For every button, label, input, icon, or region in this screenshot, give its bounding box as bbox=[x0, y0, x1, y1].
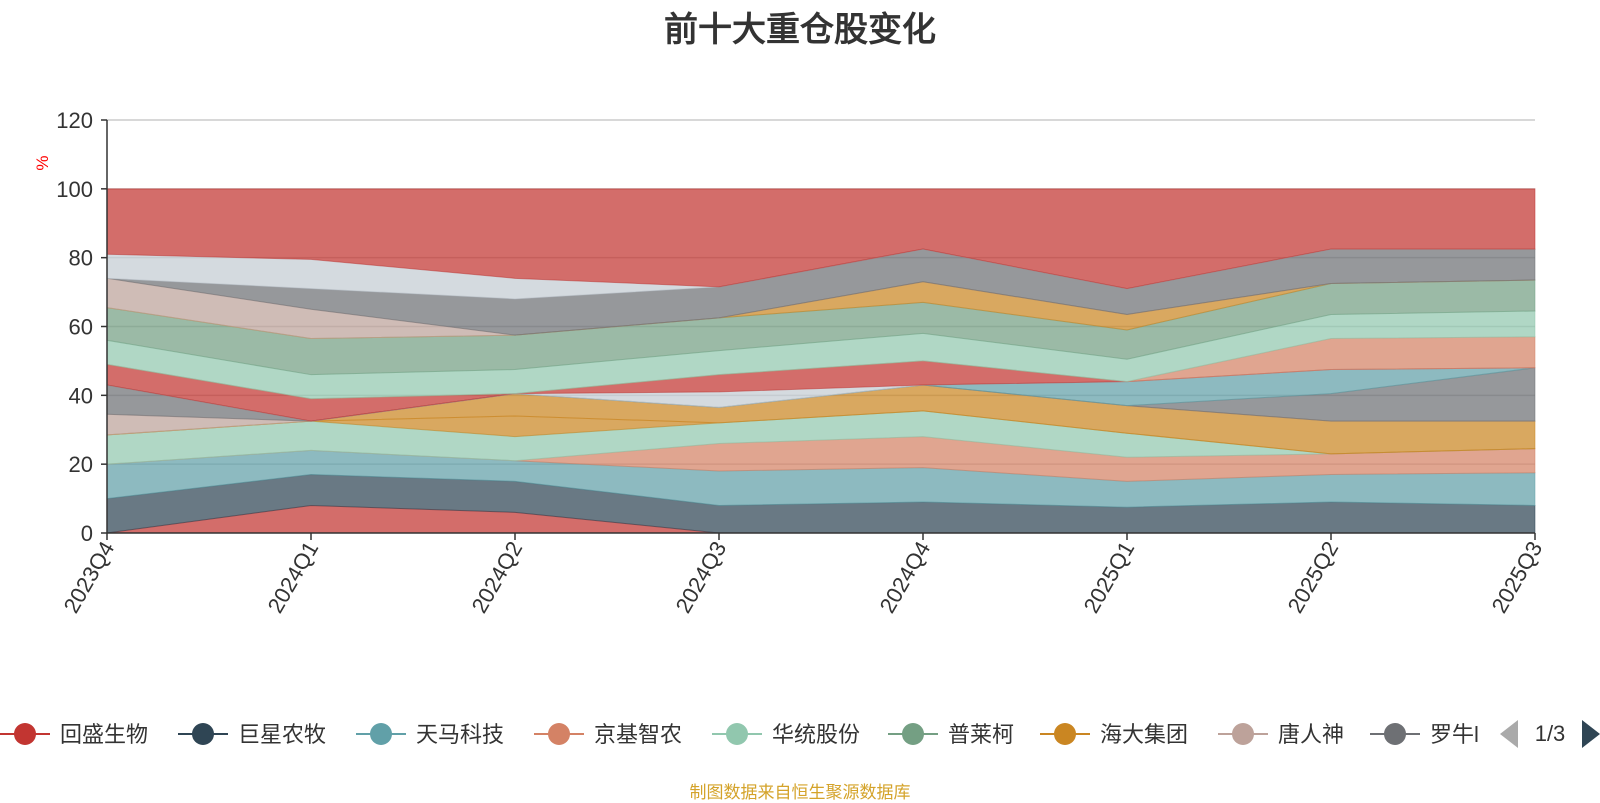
legend-label: 回盛生物 bbox=[60, 722, 148, 747]
legend-marker-icon bbox=[726, 723, 748, 745]
legend-marker-icon bbox=[14, 723, 36, 745]
y-axis-unit-label: % bbox=[33, 155, 52, 170]
legend-item-4[interactable]: 京基智农 bbox=[534, 722, 682, 747]
legend-prev-page-icon[interactable] bbox=[1500, 720, 1518, 748]
legend-page-indicator: 1/3 bbox=[1535, 721, 1566, 746]
legend-marker-icon bbox=[548, 723, 570, 745]
legend-item-1[interactable]: 回盛生物 bbox=[0, 722, 148, 747]
legend-marker-icon bbox=[1384, 723, 1406, 745]
area-bands bbox=[106, 188, 1536, 534]
y-tick-label-60: 60 bbox=[69, 315, 93, 340]
legend-item-3[interactable]: 天马科技 bbox=[356, 722, 504, 747]
legend-label: 京基智农 bbox=[594, 722, 682, 747]
x-tick-label-2024Q4: 2024Q4 bbox=[875, 537, 936, 617]
legend-item-5[interactable]: 华统股份 bbox=[712, 722, 860, 747]
y-tick-label-0: 0 bbox=[81, 521, 93, 546]
legend-item-7[interactable]: 海大集团 bbox=[1040, 722, 1188, 747]
legend-label: 海大集团 bbox=[1100, 722, 1188, 747]
x-tick-label-2025Q3: 2025Q3 bbox=[1487, 537, 1548, 617]
legend-label: 巨星农牧 bbox=[238, 722, 326, 747]
legend-item-8[interactable]: 唐人神 bbox=[1218, 722, 1344, 747]
legend-item-6[interactable]: 普莱柯 bbox=[888, 722, 1014, 747]
legend-label: 华统股份 bbox=[772, 722, 860, 747]
chart-title: 前十大重仓股变化 bbox=[664, 10, 936, 50]
y-tick-label-20: 20 bbox=[69, 452, 93, 477]
x-tick-label-2025Q2: 2025Q2 bbox=[1283, 537, 1344, 617]
data-source-note: 制图数据来自恒生聚源数据库 bbox=[689, 783, 911, 803]
legend: 回盛生物 巨星农牧 天马科技 京基智农 华统股份 普莱柯 海大集团 唐人神 罗牛l bbox=[0, 722, 1479, 747]
x-tick-label-2023Q4: 2023Q4 bbox=[59, 537, 120, 617]
legend-label: 天马科技 bbox=[416, 722, 504, 747]
x-tick-label-2024Q2: 2024Q2 bbox=[467, 537, 528, 617]
legend-marker-icon bbox=[1054, 723, 1076, 745]
y-tick-label-40: 40 bbox=[69, 383, 93, 408]
legend-label: 唐人神 bbox=[1278, 722, 1344, 747]
y-tick-label-100: 100 bbox=[56, 177, 93, 202]
legend-marker-icon bbox=[192, 723, 214, 745]
legend-label: 普莱柯 bbox=[948, 722, 1014, 747]
legend-label: 罗牛l bbox=[1430, 722, 1479, 747]
legend-item-9[interactable]: 罗牛l bbox=[1370, 722, 1479, 747]
x-tick-label-2024Q3: 2024Q3 bbox=[671, 537, 732, 617]
x-tick-label-2024Q1: 2024Q1 bbox=[263, 537, 324, 617]
legend-marker-icon bbox=[902, 723, 924, 745]
x-tick-label-2025Q1: 2025Q1 bbox=[1079, 537, 1140, 617]
legend-marker-icon bbox=[370, 723, 392, 745]
y-tick-label-120: 120 bbox=[56, 108, 93, 133]
y-tick-label-80: 80 bbox=[69, 246, 93, 271]
legend-pager: 1/3 bbox=[1500, 720, 1600, 748]
legend-marker-icon bbox=[1232, 723, 1254, 745]
area-band-20 bbox=[106, 188, 1536, 290]
legend-next-page-icon[interactable] bbox=[1582, 720, 1600, 748]
legend-item-2[interactable]: 巨星农牧 bbox=[178, 722, 326, 747]
